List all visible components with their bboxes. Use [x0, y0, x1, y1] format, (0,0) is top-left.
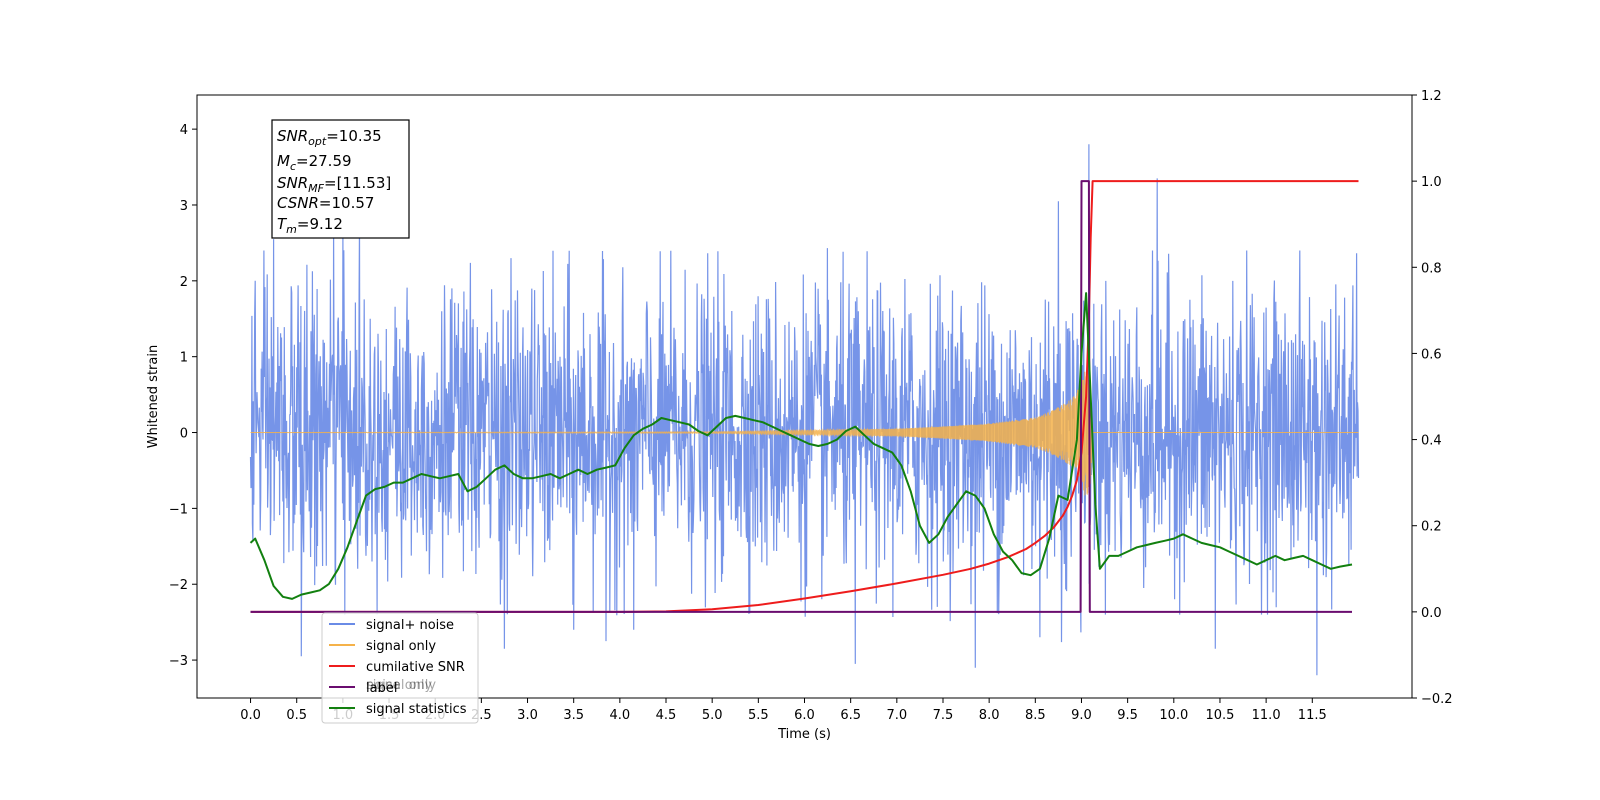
annotation-subscript: m	[286, 223, 297, 236]
annotation-symbol: M	[277, 152, 290, 170]
y2-tick-label: 0.0	[1421, 606, 1442, 621]
annotation-value: =10.35	[326, 127, 382, 145]
x-tick-label: 8.0	[979, 708, 1000, 723]
annotation-frame	[271, 119, 410, 239]
legend-frame	[321, 612, 479, 724]
x-tick-label: 11.0	[1252, 708, 1281, 723]
legend-ghost-label: signal only	[366, 678, 436, 693]
y2-tick-label: 0.4	[1421, 434, 1442, 449]
legend-label: signal statistics	[366, 702, 467, 717]
annotation-line: CSNR=10.57	[277, 194, 374, 212]
annotation-subscript: opt	[308, 135, 327, 148]
annotation-subscript: c	[290, 160, 296, 173]
y-tick-label: 3	[180, 199, 188, 214]
annotation-line: Tm=9.12	[277, 215, 343, 236]
y-tick-label: −3	[169, 654, 188, 669]
x-tick-label: 3.0	[517, 708, 538, 723]
y2-tick-label: 1.2	[1421, 89, 1442, 104]
x-tick-label: 9.0	[1071, 708, 1092, 723]
annotation-line: SNRMF=[11.53]	[277, 174, 391, 195]
y-tick-label: −2	[169, 578, 188, 593]
y-tick-label: 4	[180, 123, 188, 138]
series-label	[250, 180, 1352, 613]
series-signal-statistics	[249, 292, 1353, 600]
legend-ghost-label: noise only	[366, 678, 433, 693]
series-signal-only	[250, 370, 1359, 496]
x-tick-label: 4.0	[610, 708, 631, 723]
annotation-value: =9.12	[297, 215, 343, 233]
y2-tick-label: 1.0	[1421, 175, 1442, 190]
x-tick-label: 11.5	[1298, 708, 1327, 723]
legend-label: signal+ noise	[366, 618, 454, 633]
legend-label: cumilative SNR	[366, 660, 465, 675]
x-tick-label: 5.5	[748, 708, 769, 723]
x-tick-label: 5.0	[702, 708, 723, 723]
annotation-value: =[11.53]	[324, 174, 391, 192]
y-tick-label: 2	[180, 275, 188, 290]
annotation-line: SNRopt=10.35	[277, 127, 382, 148]
x-tick-label: 0.0	[240, 708, 261, 723]
annotation-symbol: CSNR	[277, 194, 319, 212]
series-cumilative-snr	[250, 180, 1359, 613]
y2-tick-label: 0.8	[1421, 261, 1442, 276]
series-signal-noise	[249, 144, 1360, 676]
x-tick-label: 3.5	[563, 708, 584, 723]
annotation-value: =27.59	[296, 152, 352, 170]
legend-label: label	[366, 681, 397, 696]
x-tick-label: 10.0	[1159, 708, 1188, 723]
x-tick-label: 4.5	[656, 708, 677, 723]
annotation-symbol: SNR	[277, 127, 308, 145]
annotation-subscript: MF	[308, 182, 324, 195]
annotation-line: Mc=27.59	[277, 152, 352, 173]
y2-tick-label: 0.6	[1421, 347, 1442, 362]
x-axis-label: Time (s)	[777, 727, 831, 742]
y-tick-label: −1	[169, 502, 188, 517]
legend-label: signal only	[366, 639, 436, 654]
x-tick-label: 7.5	[933, 708, 954, 723]
x-tick-label: 9.5	[1117, 708, 1138, 723]
y2-tick-label: −0.2	[1421, 692, 1453, 707]
y2-tick-label: 0.2	[1421, 520, 1442, 535]
y-tick-label: 0	[180, 427, 188, 442]
annotation-value: =10.57	[319, 194, 375, 212]
x-tick-label: 8.5	[1025, 708, 1046, 723]
plot-area	[249, 144, 1360, 676]
annotation-symbol: T	[277, 215, 288, 233]
x-tick-label: 7.0	[886, 708, 907, 723]
x-tick-label: 0.5	[286, 708, 307, 723]
y-tick-label: 1	[180, 351, 188, 366]
annotation-box: SNRopt=10.35Mc=27.59SNRMF=[11.53]CSNR=10…	[271, 119, 410, 239]
x-tick-label: 6.0	[794, 708, 815, 723]
x-tick-label: 10.5	[1205, 708, 1234, 723]
annotation-symbol: SNR	[277, 174, 308, 192]
y-axis-label: Whitened strain	[146, 345, 161, 448]
x-tick-label: 6.5	[840, 708, 861, 723]
